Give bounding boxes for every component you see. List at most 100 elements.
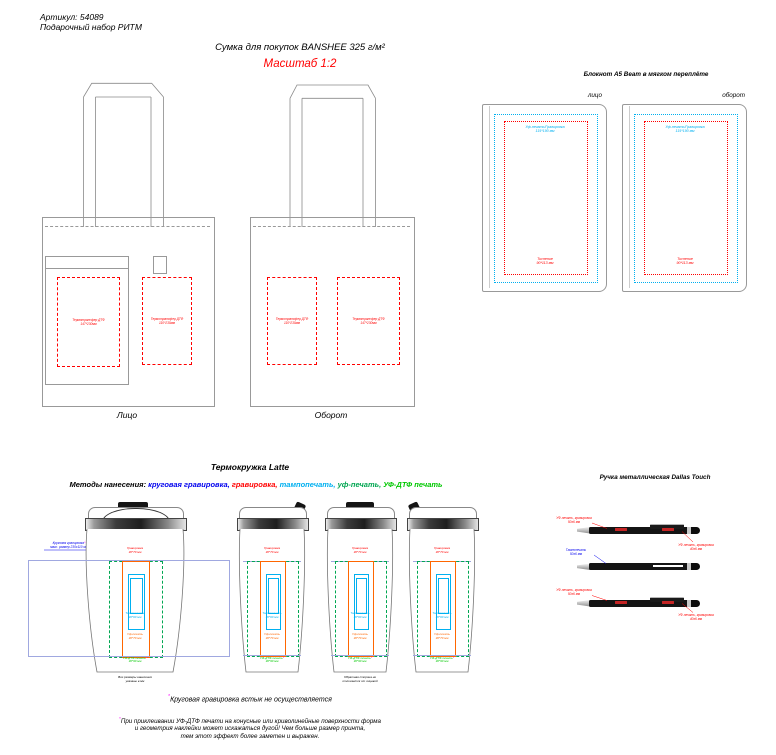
pen-leader-lines — [593, 554, 607, 564]
footnote-asterisk: * — [84, 541, 86, 545]
pen-title: Ручка металлическая Dallas Touch — [599, 474, 711, 481]
pen-uv-label-40: УФ-печать, гравировка 40х6 мм — [678, 543, 714, 551]
mug-view-side-left: Гравировка 30*70 мм Тампопечать 30*60 мм… — [407, 500, 479, 675]
article-number: Артикул: 54089 — [40, 12, 104, 22]
notebook-title: Блокнот А5 Beam в мягком переплёте — [583, 71, 709, 78]
dtf-label-size: 30*90 мм — [353, 659, 367, 664]
footnote-dtf: *При приклеивании УФ-ДТФ печати на конус… — [70, 708, 430, 740]
mug-lid — [327, 507, 395, 520]
tampo-zone-outer — [265, 574, 281, 630]
engraving-zone-label: Гравировка 30*70 мм — [433, 546, 451, 554]
methods-prefix: Методы нанесения: — [69, 480, 149, 489]
pen-stylus-tip — [691, 599, 700, 607]
print-area-back-large: Термотрансфер ДТФ 147*230мм — [337, 277, 400, 365]
pen-view-3: УФ-печать, гравировка 50х6 мм УФ-печать,… — [550, 582, 776, 624]
engraving-zone-label: Гравировка 30*70 мм — [126, 546, 144, 554]
footnote-asterisk: * — [452, 655, 454, 660]
pen-clip-top-view — [653, 564, 683, 567]
pen-stylus-tip — [691, 563, 700, 570]
footnote-asterisk: * — [145, 655, 147, 660]
footnote-dtf-text: При приклеивании УФ-ДТФ печати на конусн… — [120, 718, 381, 740]
method-tampo: тампопечать, — [279, 480, 338, 489]
notebook-back-caption: оборот — [722, 92, 745, 99]
uv-zone — [430, 561, 456, 657]
pen-uv-label-50: УФ-печать, гравировка 50х6 мм — [556, 516, 592, 524]
dtf-label-text: УФ-ДТФ печать — [430, 655, 453, 660]
emboss-zone-label: Тиснение 90*113 мм — [536, 257, 554, 266]
uv-zone-label: Уф-печать 30*70 мм — [264, 632, 280, 640]
wrap-label-size: макс. размер 230х110 мм — [50, 545, 88, 549]
mug-view-side-right: Гравировка 30*70 мм Тампопечать 30*60 мм… — [237, 500, 309, 675]
product-set-name: Подарочный набор РИТМ — [40, 22, 142, 32]
bag-front-caption: Лицо — [116, 410, 138, 420]
bag-back-caption: Оборот — [314, 410, 348, 420]
method-uv-dtf: УФ-ДТФ печать — [383, 480, 443, 489]
dtf-zone-label: УФ-ДТФ печать* 30*90 мм — [320, 655, 400, 664]
header-block: Артикул: 54089 Подарочный набор РИТМ — [40, 12, 142, 32]
dtf-zone-label: УФ-ДТФ печать* 30*90 мм — [402, 655, 482, 664]
tampo-zone-inner — [355, 578, 367, 614]
bag-back-body — [250, 217, 415, 407]
pen-clip — [650, 597, 684, 602]
pen-view-2: Тампопечать 50х6 мм — [550, 546, 776, 576]
pen-stylus-tip — [691, 526, 700, 534]
uv-zone-label: Уф-печать/Гравировка 115*190 мм — [665, 125, 705, 134]
tampo-zone-outer — [435, 574, 451, 630]
pen-barrel — [589, 599, 689, 607]
wrap-band-bottom-line — [331, 655, 389, 656]
pen-tampo-label: Тампопечать 50х6 мм — [565, 548, 587, 556]
notebook-back-cover — [622, 104, 747, 292]
bag-back-seam — [253, 226, 410, 227]
wrap-engraving-band — [28, 560, 230, 657]
print-area-back-small: Термотрансфер ДТФ 110*230мм — [267, 277, 317, 365]
pen-ring — [687, 599, 691, 607]
bag-front-body — [42, 217, 215, 407]
dtf-label-text: УФ-ДТФ печать — [123, 655, 146, 660]
print-area-label: Термотрансфер ДТФ 110*230мм — [275, 317, 309, 325]
scale-note: Масштаб 1:2 — [263, 58, 337, 70]
tampo-zone-label: Тампопечать 30*60 мм — [350, 611, 370, 619]
dtf-label-text: УФ-ДТФ печать — [260, 655, 283, 660]
bag-title: Сумка для покупок BANSHEE 325 г/м² — [215, 42, 385, 53]
print-area-front-large: Термотрансфер ДТФ 147*230мм — [57, 277, 120, 367]
notebook-spine — [489, 106, 490, 288]
engraving-zone-label: Гравировка 30*70 мм — [351, 546, 369, 554]
dtf-label-text: УФ-ДТФ печать — [348, 655, 371, 660]
pocket-flap — [46, 257, 128, 269]
footnote-asterisk: * — [282, 655, 284, 660]
mug-back-note: Обратная сторона не отличается от лицево… — [342, 675, 378, 683]
mug-lid — [239, 507, 307, 520]
wrap-label-text: Круговая гравировка — [52, 541, 85, 545]
pen-clip — [650, 524, 684, 529]
footnote-asterisk: * — [119, 716, 121, 722]
method-circular-engraving: круговая гравировка, — [148, 480, 232, 489]
pen-nib — [577, 527, 590, 534]
pen-nib — [577, 563, 590, 570]
notebook-front-caption: лицо — [587, 92, 602, 99]
bag-front-seam — [45, 226, 210, 227]
bag-front-pocket — [45, 256, 129, 385]
uv-print-zone-back — [634, 114, 738, 283]
pen-uv-label-50: УФ-печать, гравировка 50х6 мм — [556, 588, 592, 596]
uv-zone — [260, 561, 286, 657]
uv-zone-label: Уф-печать 30*70 мм — [127, 632, 143, 640]
tampo-zone-inner — [129, 578, 143, 614]
wrap-band-bottom-line — [243, 655, 301, 656]
notebook-spine — [629, 106, 630, 288]
notebook-front-cover — [482, 104, 607, 292]
uv-zone-label: Уф-печать/Гравировка 115*190 мм — [525, 125, 565, 134]
print-area-label: Термотрансфер ДТФ 147*230мм — [72, 318, 105, 326]
mug-view-front-tab: Гравировка 30*70 мм Тампопечать 30*60 мм… — [325, 500, 397, 675]
engraving-zone-label: Гравировка 30*70 мм — [263, 546, 281, 554]
uv-zone-label: Уф-печать 30*70 мм — [352, 632, 368, 640]
mug-methods-line: Методы нанесения: круговая гравировка, г… — [60, 480, 452, 489]
dtf-zone-label: УФ-ДТФ печать* 30*90 мм — [95, 655, 175, 664]
tampo-zone-outer — [127, 574, 145, 630]
mug-body — [326, 529, 394, 673]
emboss-zone-back — [644, 121, 728, 275]
bag-front-handle — [83, 82, 164, 227]
bag-back-handle — [289, 84, 376, 227]
mug-front-note: Все размеры нанесения указаны в мм — [118, 675, 152, 683]
pen-leader-lines — [591, 522, 694, 543]
